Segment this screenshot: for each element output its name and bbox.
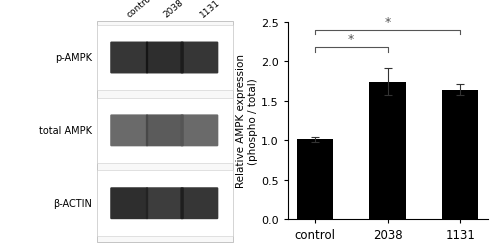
Bar [370, 82, 406, 219]
FancyBboxPatch shape [146, 115, 184, 147]
Bar [442, 90, 478, 219]
Text: total AMPK: total AMPK [40, 126, 92, 136]
FancyBboxPatch shape [146, 187, 184, 219]
Bar [97, 98, 232, 164]
FancyBboxPatch shape [180, 42, 218, 74]
Text: *: * [384, 16, 390, 29]
Y-axis label: Relative AMPK expression
(phospho / total): Relative AMPK expression (phospho / tota… [236, 54, 258, 188]
Bar [97, 22, 232, 242]
Text: 2038: 2038 [162, 0, 184, 19]
FancyBboxPatch shape [110, 115, 148, 147]
FancyBboxPatch shape [180, 115, 218, 147]
Text: β-ACTIN: β-ACTIN [54, 198, 92, 208]
FancyBboxPatch shape [180, 187, 218, 219]
Bar [296, 140, 333, 219]
Text: 1131: 1131 [198, 0, 222, 19]
Bar [97, 171, 232, 236]
Text: p-AMPK: p-AMPK [56, 53, 92, 63]
Bar [97, 26, 232, 91]
FancyBboxPatch shape [146, 42, 184, 74]
FancyBboxPatch shape [110, 42, 148, 74]
Text: *: * [348, 33, 354, 46]
Text: control: control [124, 0, 154, 19]
FancyBboxPatch shape [110, 187, 148, 219]
